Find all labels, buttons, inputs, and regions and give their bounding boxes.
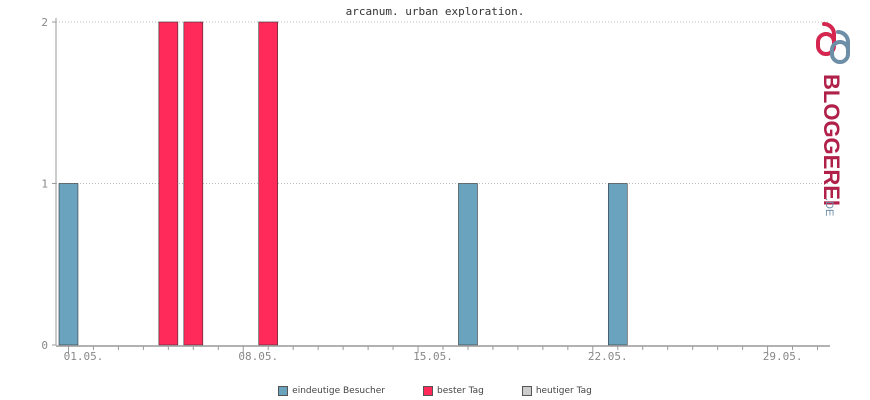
legend-item: bester Tag xyxy=(423,386,484,396)
bar-eindeutige-besucher xyxy=(607,183,628,346)
x-tick-label: 29.05. xyxy=(763,350,803,363)
bloggerei-logo: BLOGGEREI .DE xyxy=(808,18,868,218)
y-tick-label: 1 xyxy=(41,178,48,191)
logo-text: BLOGGEREI xyxy=(819,74,844,206)
legend-swatch xyxy=(521,386,532,396)
logo-suffix: .DE xyxy=(823,198,835,216)
legend-label: eindeutige Besucher xyxy=(292,386,385,396)
legend-swatch xyxy=(423,386,433,396)
x-tick-label: 15.05. xyxy=(413,350,453,363)
y-tick-label: 2 xyxy=(41,16,48,29)
bar-bester-tag xyxy=(183,21,204,346)
bar-bester-tag xyxy=(158,21,179,346)
legend-swatch xyxy=(278,386,289,396)
chart-title: arcanum. urban exploration. xyxy=(345,5,525,18)
x-tick-label: 08.05. xyxy=(238,350,278,363)
legend-item: heutiger Tag xyxy=(521,386,592,396)
y-tick-label: 0 xyxy=(41,339,48,352)
legend-label: heutiger Tag xyxy=(535,386,592,396)
bar-eindeutige-besucher xyxy=(58,183,79,346)
legend-item: eindeutige Besucher xyxy=(278,386,385,396)
bar-bester-tag xyxy=(258,21,279,346)
bar-eindeutige-besucher xyxy=(458,183,478,346)
x-tick-label: 01.05. xyxy=(64,350,104,363)
chart-legend: eindeutige Besucher bester Tag heutiger Ta… xyxy=(0,386,870,396)
x-tick-label: 22.05. xyxy=(588,350,628,363)
legend-label: bester Tag xyxy=(437,386,484,396)
